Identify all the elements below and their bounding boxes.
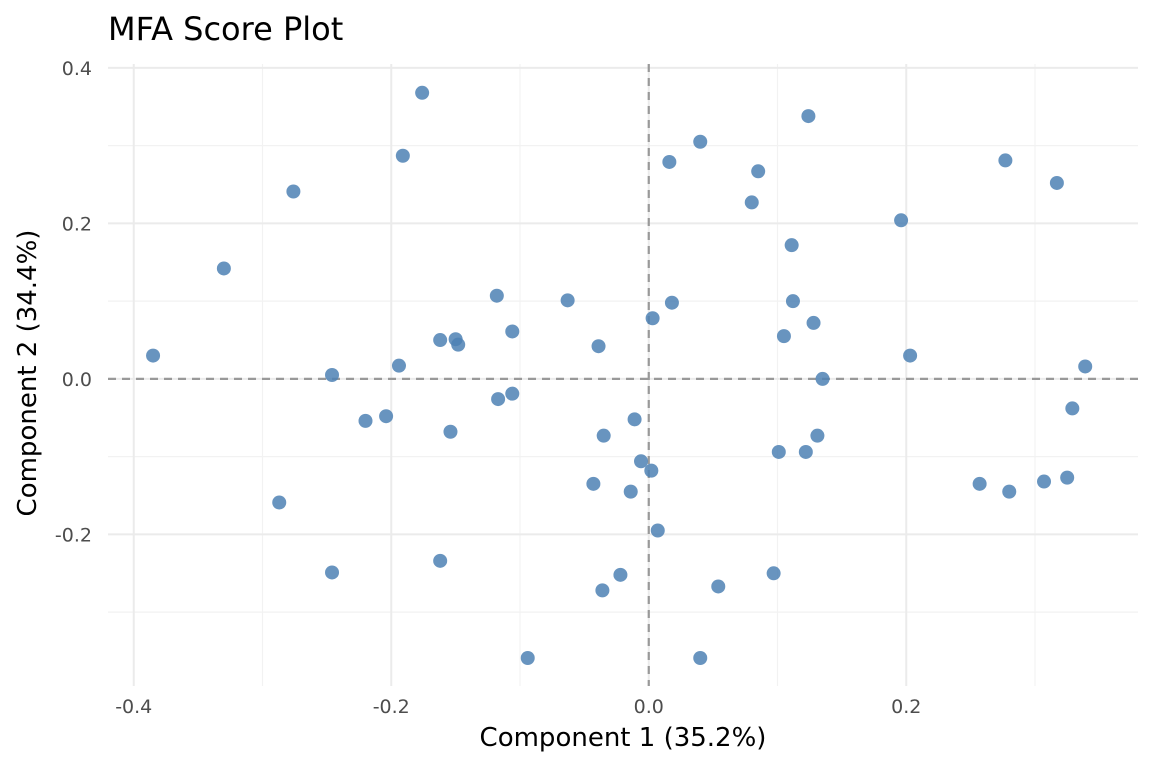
chart-title: MFA Score Plot bbox=[108, 10, 343, 48]
data-point bbox=[520, 651, 535, 666]
data-point bbox=[596, 428, 611, 443]
data-point bbox=[810, 428, 825, 443]
data-point bbox=[744, 195, 759, 210]
data-point bbox=[591, 339, 606, 354]
data-point bbox=[1078, 359, 1093, 374]
data-point bbox=[560, 293, 575, 308]
data-point bbox=[998, 153, 1013, 168]
data-point bbox=[784, 238, 799, 253]
data-point bbox=[627, 412, 642, 427]
data-point bbox=[623, 484, 638, 499]
data-point bbox=[815, 371, 830, 386]
y-tick-label: 0.4 bbox=[62, 58, 92, 80]
data-point bbox=[391, 358, 406, 373]
data-point bbox=[644, 463, 659, 478]
data-point bbox=[451, 337, 466, 352]
data-point bbox=[325, 565, 340, 580]
x-tick-label: 0.2 bbox=[891, 696, 921, 718]
data-point bbox=[286, 184, 301, 199]
data-point bbox=[358, 413, 373, 428]
data-point bbox=[1065, 401, 1080, 416]
x-tick-label: 0.0 bbox=[634, 696, 664, 718]
data-point bbox=[1037, 474, 1052, 489]
x-axis-title: Component 1 (35.2%) bbox=[480, 723, 767, 753]
data-point bbox=[272, 495, 287, 510]
data-point bbox=[1002, 484, 1017, 499]
data-point bbox=[771, 444, 786, 459]
data-point bbox=[415, 85, 430, 100]
data-point bbox=[634, 454, 649, 469]
reference-lines bbox=[108, 64, 1138, 686]
data-point bbox=[766, 566, 781, 581]
data-point bbox=[662, 154, 677, 169]
data-points bbox=[146, 85, 1093, 666]
x-tick-label: -0.2 bbox=[373, 696, 410, 718]
data-point bbox=[491, 392, 506, 407]
data-point bbox=[433, 333, 448, 348]
data-point bbox=[972, 476, 987, 491]
data-point bbox=[395, 148, 410, 163]
data-point bbox=[595, 583, 610, 598]
data-point bbox=[489, 288, 504, 303]
data-point bbox=[586, 476, 601, 491]
data-point bbox=[785, 294, 800, 309]
data-point bbox=[379, 409, 394, 424]
data-point bbox=[806, 315, 821, 330]
data-point bbox=[433, 553, 448, 568]
data-point bbox=[664, 295, 679, 310]
y-tick-label: 0.2 bbox=[62, 213, 92, 235]
data-point bbox=[613, 567, 628, 582]
y-tick-label: -0.2 bbox=[55, 524, 92, 546]
data-point bbox=[903, 348, 918, 363]
data-point bbox=[751, 164, 766, 179]
data-point bbox=[1049, 175, 1064, 190]
data-point bbox=[894, 213, 909, 228]
data-point bbox=[216, 261, 231, 276]
data-point bbox=[443, 424, 458, 439]
x-axis-ticks: -0.4 -0.2 0.0 0.2 bbox=[115, 696, 921, 718]
y-axis-title: Component 2 (34.4%) bbox=[13, 230, 43, 517]
data-point bbox=[505, 386, 520, 401]
data-point bbox=[693, 651, 708, 666]
y-tick-label: 0.0 bbox=[62, 369, 92, 391]
data-point bbox=[798, 444, 813, 459]
data-point bbox=[693, 134, 708, 149]
data-point bbox=[645, 311, 660, 326]
y-axis-ticks: 0.4 0.2 0.0 -0.2 bbox=[55, 58, 92, 547]
data-point bbox=[146, 348, 161, 363]
data-point bbox=[650, 523, 665, 538]
x-tick-label: -0.4 bbox=[115, 696, 152, 718]
data-point bbox=[1060, 470, 1075, 485]
data-point bbox=[776, 329, 791, 344]
minor-gridlines bbox=[108, 64, 1138, 686]
data-point bbox=[505, 324, 520, 339]
data-point bbox=[711, 579, 726, 594]
data-point bbox=[801, 109, 816, 124]
data-point bbox=[325, 368, 340, 382]
